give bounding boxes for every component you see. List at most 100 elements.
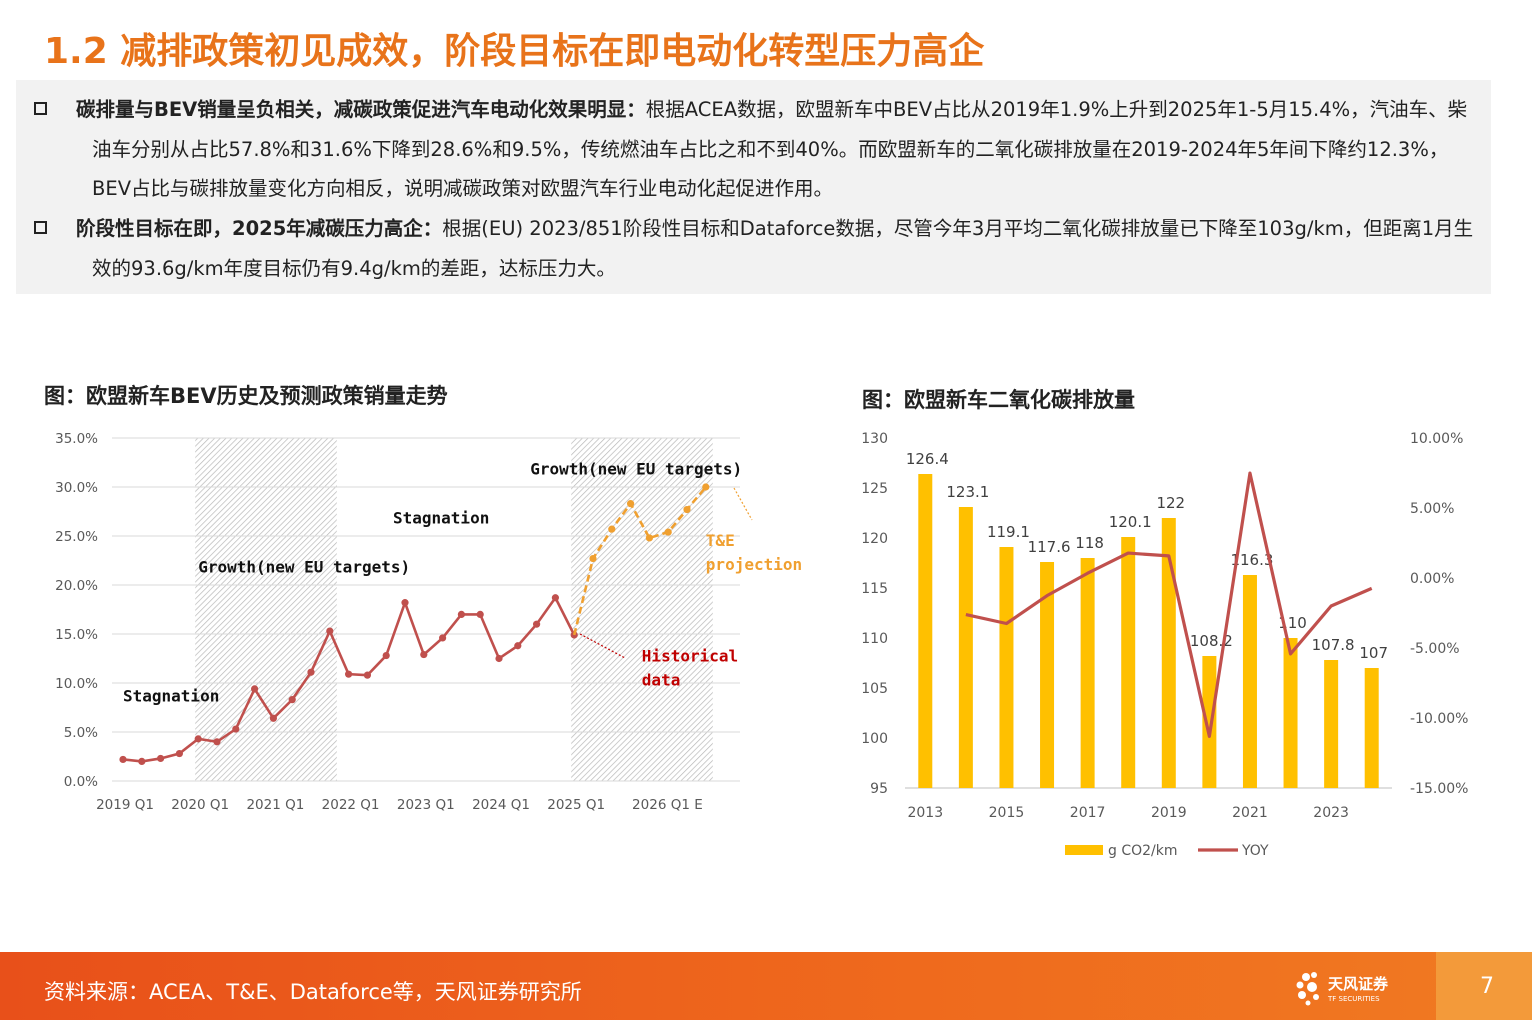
projection-point [608,525,616,533]
historical-point [288,696,296,704]
projection-point [702,483,710,491]
projection-point [645,534,654,542]
historical-point [345,670,353,678]
legend-bar-label: g CO2/km [1108,843,1178,859]
y-tick-label: 35.0% [55,431,98,447]
historical-point [269,714,277,722]
bar-2018 [1121,537,1136,788]
historical-point [382,651,390,660]
x-tick-label: 2013 [907,805,943,821]
y-right-tick-label: -15.00% [1410,781,1468,797]
bullet-1-heading: 碳排量与BEV销量呈负相关，减碳政策促进汽车电动化效果明显： [76,98,646,121]
y-tick-label: 30.0% [55,480,98,496]
y-left-tick-label: 110 [861,631,888,647]
x-tick-label: 2020 Q1 [171,797,229,813]
historical-point [495,654,503,663]
bar-value-label: 123.1 [946,483,989,501]
bar-2017 [1080,558,1095,788]
summary-box: 碳排量与BEV销量呈负相关，减碳政策促进汽车电动化效果明显：根据ACEA数据，欧… [16,80,1491,294]
shaded-period-1 [571,438,713,781]
annotation-label: Stagnation [123,687,219,706]
y-left-tick-label: 120 [861,531,888,547]
bar-2013 [918,474,933,788]
bullet-1-text: 根据ACEA数据，欧盟新车中BEV占比从2019年1.9%上升到2025年1-5… [92,98,1468,200]
bar-value-label: 117.6 [1028,538,1071,556]
x-tick-label: 2017 [1070,805,1106,821]
x-tick-label: 2023 Q1 [397,797,455,813]
historical-point [119,755,127,764]
historical-point [251,685,259,693]
historical-point [175,749,183,758]
bar-2016 [1040,562,1055,788]
y-right-tick-label: 10.00% [1410,431,1463,447]
bar-value-label: 119.1 [987,523,1030,541]
bar-2020 [1202,656,1217,788]
historical-point [157,754,165,763]
historical-point [420,650,428,659]
bullet-2: 阶段性目标在即，2025年减碳压力高企：根据(EU) 2023/851阶段性目标… [34,209,1484,288]
page-title: 1.2 减排政策初见成效，阶段目标在即电动化转型压力高企 [44,31,985,72]
y-left-tick-label: 95 [870,781,888,797]
y-left-tick-label: 100 [861,731,888,747]
bar-value-label: 118 [1075,534,1104,552]
flower-logo-icon [1296,972,1319,1006]
historical-line [122,595,576,763]
y-left-tick-label: 125 [861,481,888,497]
y-tick-label: 5.0% [64,725,98,741]
bar-value-label: 120.1 [1109,513,1152,531]
historical-point [326,627,334,635]
historical-point [194,735,202,743]
bullet-1: 碳排量与BEV销量呈负相关，减碳政策促进汽车电动化效果明显：根据ACEA数据，欧… [34,90,1484,209]
bev-chart-title: 图：欧盟新车BEV历史及预测政策销量走势 [44,384,448,408]
y-right-tick-label: -5.00% [1410,641,1460,657]
y-left-tick-label: 105 [861,681,888,697]
y-tick-label: 10.0% [55,676,98,692]
bar-2021 [1242,575,1257,788]
historical-point [551,594,559,602]
bar-2023 [1324,660,1339,788]
logo-subtext: TF SECURITIES [1327,995,1380,1003]
logo-text: 天风证券 [1328,975,1389,993]
projection-point [589,554,597,563]
x-tick-label: 2021 Q1 [246,797,304,813]
y-right-tick-label: -10.00% [1410,711,1468,727]
historical-point [307,668,315,676]
bar-2014 [958,507,973,788]
historical-point [232,725,240,733]
y-left-tick-label: 115 [861,581,888,597]
bar-value-label: 107 [1359,644,1388,662]
annotation-label: Historical data [642,646,738,689]
historical-point [401,599,409,607]
historical-point [213,738,221,746]
page-number: 7 [1480,974,1494,999]
y-right-tick-label: 0.00% [1410,571,1454,587]
historical-point [457,610,465,618]
historical-point [363,671,371,679]
bev-share-chart: 0.0% 5.0% 10.0% 15.0% 20.0% 25.0% 30.0% 35.0% 20… [55,431,802,813]
tf-securities-logo: 天风证券 TF SECURITIES [1292,967,1412,1007]
bar-value-label: 116.3 [1230,551,1273,569]
square-bullet-icon [34,221,47,234]
x-tick-label: 2026 Q1 E [632,797,703,813]
square-bullet-icon [34,102,47,115]
y-left-tick-label: 130 [861,431,888,447]
y-tick-label: 25.0% [55,529,98,545]
bar-2019 [1161,518,1176,788]
x-tick-label: 2019 Q1 [96,797,154,813]
projection-point [683,505,691,514]
historical-leader-line [579,633,626,659]
x-tick-label: 2021 [1232,805,1268,821]
co2-emission-chart: 95 100 105 110 115 120 125 130 -15.00% -10.00% -5.… [861,431,1468,859]
yoy-line [965,471,1373,738]
footer-source: 资料来源：ACEA、T&E、Dataforce等，天风证券研究所 [44,980,582,1004]
bar-value-label: 122 [1156,494,1185,512]
bar-value-label: 107.8 [1312,636,1355,654]
x-tick-label: 2019 [1151,805,1187,821]
page-number-box: 7 [1436,952,1532,1020]
historical-point [138,757,146,765]
historical-point [439,634,447,642]
bar-2022 [1283,638,1298,788]
x-tick-label: 2024 Q1 [472,797,530,813]
annotation-label: T&E projection [706,531,802,574]
annotation-label: Growth(new EU targets) [198,557,410,576]
